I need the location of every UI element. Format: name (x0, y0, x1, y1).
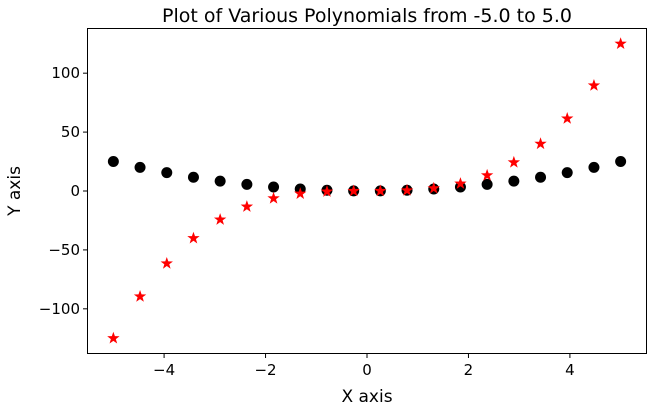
x-tick-label: −2 (254, 361, 276, 379)
y-axis-label: Y axis (5, 166, 25, 217)
star-point (267, 191, 280, 204)
star-point (507, 155, 521, 168)
circle-point (481, 178, 493, 190)
y-tick-label: 0 (70, 182, 80, 200)
star-point (294, 187, 307, 199)
y-tick-label: 50 (61, 123, 80, 141)
star-point (374, 184, 387, 197)
star-point (427, 181, 440, 194)
star-point (107, 331, 120, 344)
series-layer (107, 37, 627, 344)
star-point (320, 185, 334, 197)
star-point (347, 184, 360, 197)
star-point (240, 200, 254, 212)
x-axis-label: X axis (341, 387, 392, 407)
y-tick-label: 100 (51, 64, 80, 82)
x-tick-label: 4 (565, 361, 575, 379)
circle-point (161, 167, 173, 179)
circle-point (588, 161, 600, 173)
star-point (133, 290, 147, 302)
circle-point (508, 175, 520, 187)
star-point (480, 168, 494, 181)
circle-series (107, 156, 627, 197)
circle-point (241, 178, 253, 190)
x-axis-ticks: −4 −2 0 2 4 (153, 353, 575, 379)
star-point (213, 213, 227, 225)
y-tick-label: −100 (39, 300, 80, 318)
circle-point (187, 171, 199, 183)
circle-point (454, 181, 466, 193)
y-tick-label: −50 (48, 241, 80, 259)
star-point (561, 112, 574, 124)
circle-point (615, 156, 627, 168)
star-point (534, 137, 547, 150)
x-tick-label: −4 (153, 361, 175, 379)
star-point (160, 256, 173, 269)
y-axis-ticks: −100 −50 0 50 100 (39, 64, 88, 318)
circle-point (561, 167, 573, 179)
star-point (400, 183, 414, 196)
x-tick-label: 0 (362, 361, 372, 379)
circle-point (268, 181, 280, 193)
star-point (454, 177, 467, 189)
star-series (107, 37, 627, 344)
circle-point (134, 161, 146, 173)
circle-point (214, 175, 226, 187)
star-point (614, 37, 627, 49)
circle-point (535, 171, 547, 183)
circle-point (107, 156, 119, 168)
star-point (187, 231, 200, 244)
plot-frame (87, 28, 647, 354)
x-tick-label: 2 (464, 361, 474, 379)
star-point (587, 78, 601, 91)
chart-title: Plot of Various Polynomials from -5.0 to… (162, 5, 572, 27)
